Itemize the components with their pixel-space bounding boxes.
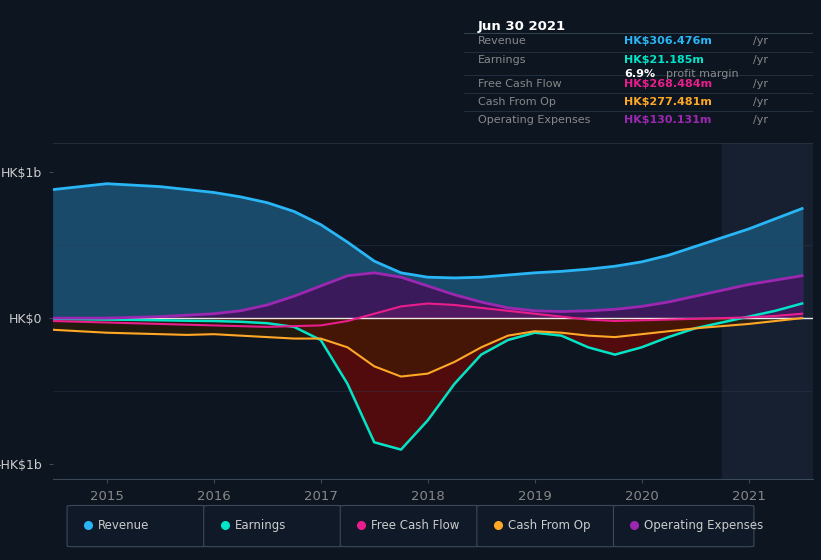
Text: Cash From Op: Cash From Op (478, 97, 556, 107)
FancyBboxPatch shape (613, 506, 754, 547)
Text: Revenue: Revenue (478, 36, 526, 46)
Text: Operating Expenses: Operating Expenses (644, 519, 764, 531)
Text: Operating Expenses: Operating Expenses (478, 115, 590, 124)
Bar (722, 143, 813, 479)
Text: Revenue: Revenue (98, 519, 149, 531)
Text: Free Cash Flow: Free Cash Flow (371, 519, 460, 531)
FancyBboxPatch shape (477, 506, 617, 547)
Text: HK$277.481m: HK$277.481m (624, 97, 713, 107)
Text: Jun 30 2021: Jun 30 2021 (478, 20, 566, 33)
Text: Cash From Op: Cash From Op (507, 519, 590, 531)
Text: HK$306.476m: HK$306.476m (624, 36, 713, 46)
Text: HK$21.185m: HK$21.185m (624, 55, 704, 66)
Text: /yr: /yr (754, 97, 768, 107)
Text: /yr: /yr (754, 36, 768, 46)
Text: HK$268.484m: HK$268.484m (624, 80, 713, 89)
Text: /yr: /yr (754, 55, 768, 66)
Text: /yr: /yr (754, 115, 768, 124)
Text: HK$130.131m: HK$130.131m (624, 115, 712, 124)
FancyBboxPatch shape (67, 506, 208, 547)
Text: /yr: /yr (754, 80, 768, 89)
Text: 6.9%: 6.9% (624, 69, 655, 79)
Text: Earnings: Earnings (478, 55, 526, 66)
FancyBboxPatch shape (204, 506, 344, 547)
FancyBboxPatch shape (340, 506, 481, 547)
Text: profit margin: profit margin (667, 69, 739, 79)
Text: Earnings: Earnings (235, 519, 286, 531)
Text: Free Cash Flow: Free Cash Flow (478, 80, 562, 89)
